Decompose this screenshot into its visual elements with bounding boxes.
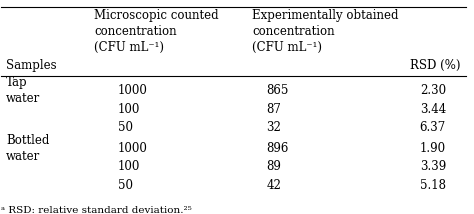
Text: 3.39: 3.39 <box>419 160 446 173</box>
Text: Experimentally obtained
concentration
(CFU mL⁻¹): Experimentally obtained concentration (C… <box>252 9 399 54</box>
Text: Microscopic counted
concentration
(CFU mL⁻¹): Microscopic counted concentration (CFU m… <box>94 9 219 54</box>
Text: 89: 89 <box>266 160 281 173</box>
Text: Tap
water: Tap water <box>6 76 40 105</box>
Text: 3.44: 3.44 <box>419 103 446 116</box>
Text: 42: 42 <box>266 179 281 192</box>
Text: Bottled
water: Bottled water <box>6 134 49 163</box>
Text: 6.37: 6.37 <box>419 121 446 134</box>
Text: 50: 50 <box>118 179 133 192</box>
Text: 100: 100 <box>118 103 140 116</box>
Text: 2.30: 2.30 <box>419 84 446 97</box>
Text: 1000: 1000 <box>118 142 147 155</box>
Text: 32: 32 <box>266 121 281 134</box>
Text: 1000: 1000 <box>118 84 147 97</box>
Text: 5.18: 5.18 <box>419 179 446 192</box>
Text: 1.90: 1.90 <box>419 142 446 155</box>
Text: RSD (%): RSD (%) <box>410 59 461 72</box>
Text: 896: 896 <box>266 142 289 155</box>
Text: 865: 865 <box>266 84 289 97</box>
Text: 100: 100 <box>118 160 140 173</box>
Text: Samples: Samples <box>6 59 57 72</box>
Text: 87: 87 <box>266 103 281 116</box>
Text: ᵃ RSD: relative standard deviation.²⁵: ᵃ RSD: relative standard deviation.²⁵ <box>1 206 192 214</box>
Text: 50: 50 <box>118 121 133 134</box>
